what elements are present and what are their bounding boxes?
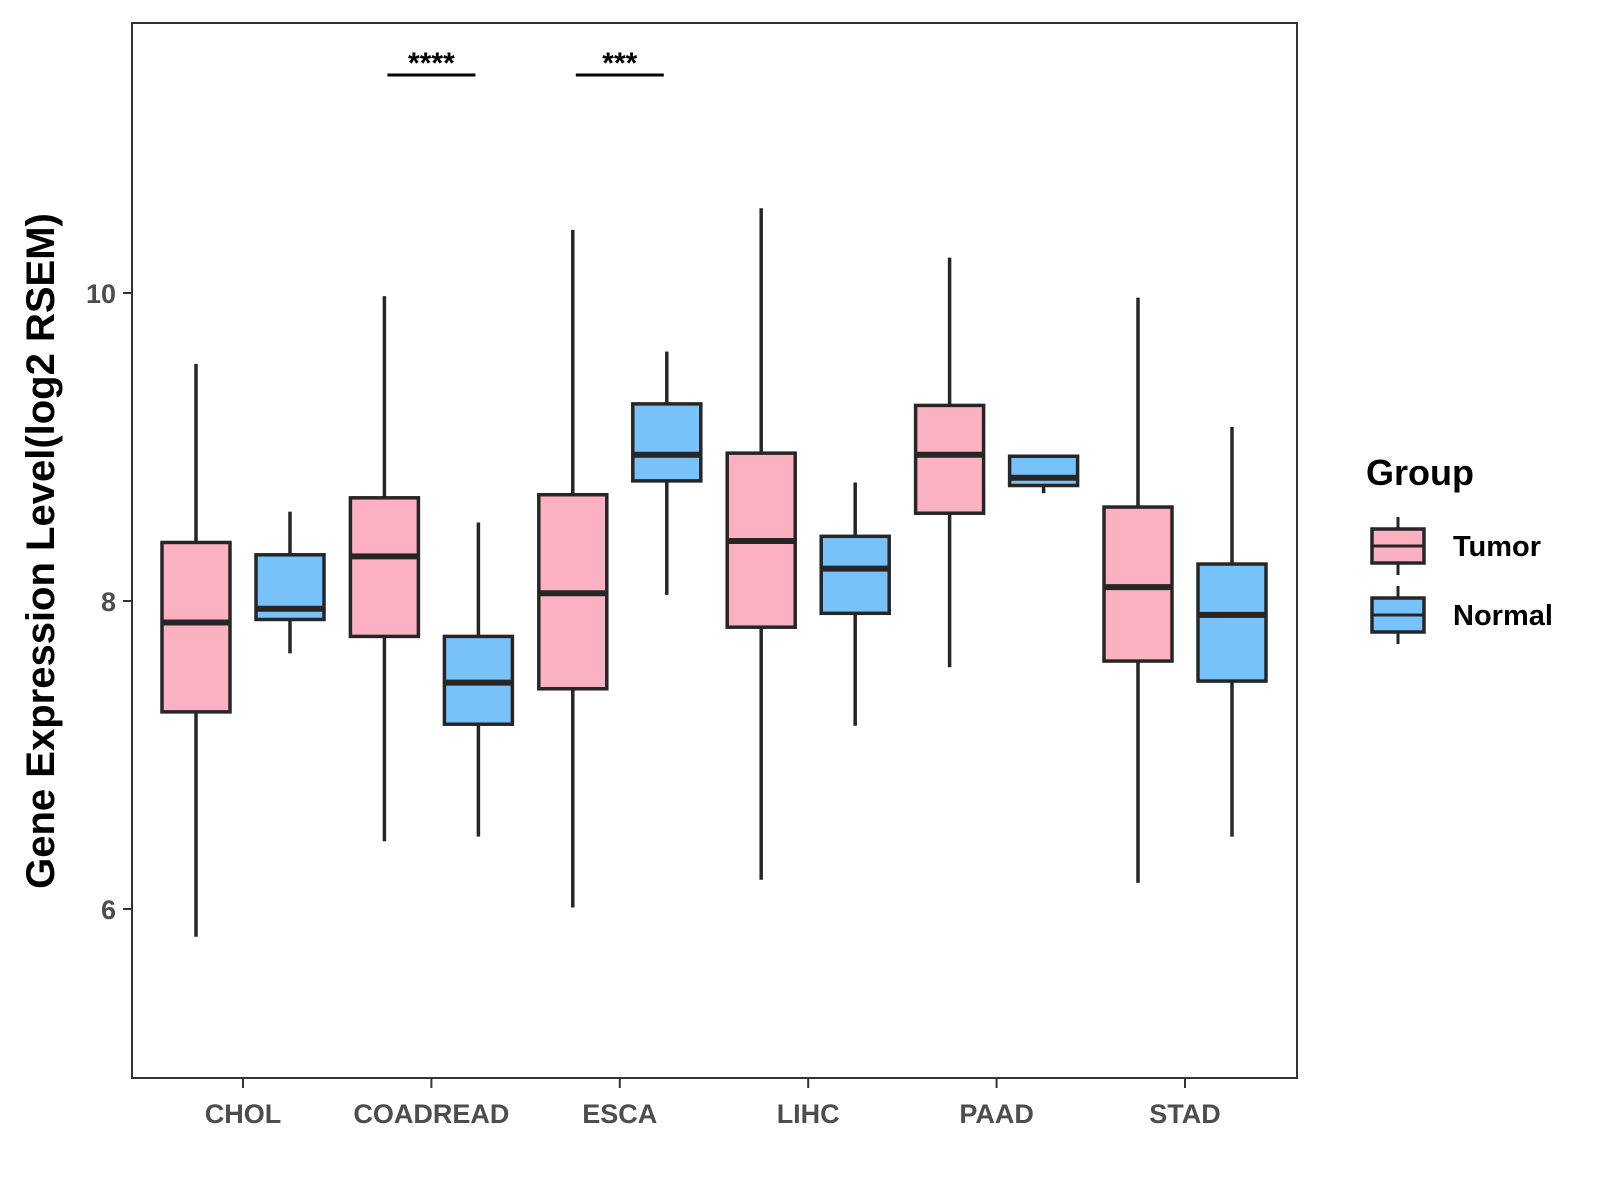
box-paad-tumor — [913, 403, 986, 515]
legend: Group Tumor Normal — [1366, 452, 1553, 644]
plot-marks: **** *** — [160, 47, 1268, 937]
box-coadread-tumor — [348, 496, 421, 639]
plot-panel-border — [131, 22, 1298, 1079]
box-esca-normal — [631, 402, 703, 483]
x-tick-label: CHOL — [205, 1099, 282, 1129]
x-tick-label: ESCA — [582, 1099, 657, 1129]
x-tick-label: PAAD — [959, 1099, 1034, 1129]
y-axis: 6 8 10 — [86, 279, 132, 925]
significance-label-coadread: **** — [408, 47, 455, 80]
x-tick-label: LIHC — [777, 1099, 840, 1129]
legend-title: Group — [1366, 452, 1474, 493]
y-tick-label: 6 — [101, 895, 116, 925]
y-tick-label: 10 — [86, 279, 116, 309]
x-tick-label: STAD — [1149, 1099, 1221, 1129]
box-stad-normal — [1196, 562, 1268, 683]
significance-label-esca: *** — [602, 47, 637, 80]
box-lihc-normal — [819, 534, 891, 616]
box-paad-normal — [1007, 454, 1080, 488]
box-stad-tumor — [1102, 505, 1174, 663]
box-chol-tumor — [160, 540, 232, 714]
x-axis: CHOL COADREAD ESCA LIHC PAAD STAD — [205, 1078, 1221, 1129]
x-tick-label: COADREAD — [353, 1099, 509, 1129]
y-tick-label: 8 — [101, 587, 116, 617]
legend-label-tumor: Tumor — [1453, 531, 1541, 563]
legend-label-normal: Normal — [1453, 600, 1553, 632]
y-axis-title: Gene Expression Level(log2 RSEM) — [19, 213, 63, 889]
